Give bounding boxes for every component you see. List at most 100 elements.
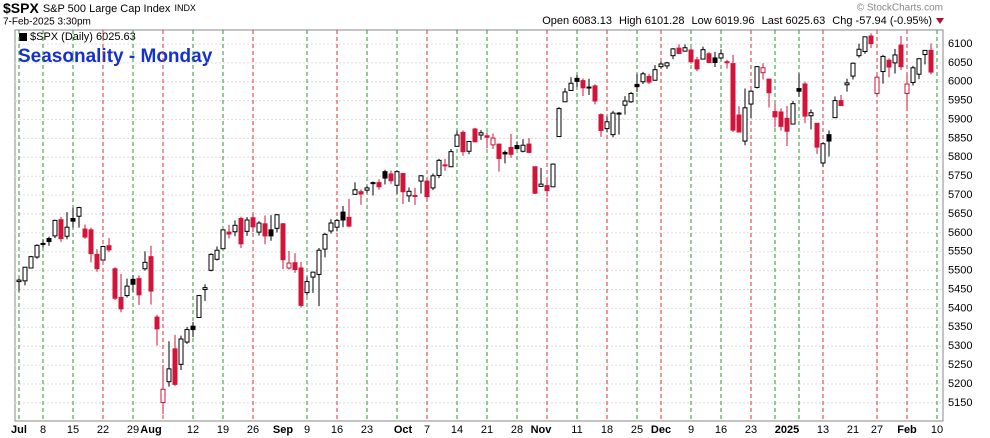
candle-body (88, 229, 94, 255)
candle-body (784, 117, 790, 132)
candle-body (748, 90, 754, 105)
candle-body (874, 76, 880, 94)
candle-body (712, 57, 718, 63)
y-tick-label: 5850 (948, 132, 972, 144)
candle-body (604, 121, 610, 130)
candle-body (658, 63, 664, 68)
candle-body (838, 100, 844, 107)
candle-body (484, 135, 490, 138)
candle-body (112, 268, 118, 299)
x-tick-label: Jul (11, 424, 27, 436)
x-tick-label: 29 (127, 424, 139, 436)
candle-body (760, 67, 766, 74)
y-tick-label: 5250 (948, 359, 972, 371)
candle-body (640, 73, 646, 83)
y-tick-label: 5650 (948, 208, 972, 220)
candle-body (172, 348, 178, 385)
candle-body (466, 140, 472, 152)
x-tick-label: 9 (688, 424, 694, 436)
candle-body (652, 69, 658, 81)
candle-body (916, 58, 922, 75)
candle-body (706, 53, 712, 63)
x-tick-label: 2025 (775, 424, 799, 436)
candle-body (814, 122, 820, 148)
candle-body (442, 164, 448, 167)
x-tick-label: 12 (187, 424, 199, 436)
open: 6083.13 (572, 15, 612, 27)
y-tick-label: 5500 (948, 265, 972, 277)
low: 6019.96 (715, 15, 755, 27)
candle-body (460, 131, 466, 153)
symbol: $SPX (3, 0, 39, 16)
x-tick-label: 23 (361, 424, 373, 436)
candle-body (346, 216, 352, 227)
x-tick-label: Aug (140, 424, 161, 436)
candle-body (856, 48, 862, 57)
x-tick-label: 16 (715, 424, 727, 436)
candle-body (136, 278, 142, 296)
candle-body (118, 296, 124, 310)
candle-body (382, 171, 388, 179)
y-tick-label: 5750 (948, 170, 972, 182)
candle-body (820, 143, 826, 164)
last-label: Last (762, 15, 783, 27)
candle-body (430, 175, 436, 189)
candle-body (424, 180, 430, 198)
y-tick-label: 5450 (948, 283, 972, 295)
candle-body (256, 222, 262, 233)
y-tick-label: 5700 (948, 189, 972, 201)
candle-body (40, 242, 46, 245)
candle-body (772, 111, 778, 118)
x-tick-label: 28 (511, 424, 523, 436)
candle-body (742, 107, 748, 142)
candle-body (586, 86, 592, 89)
chart-title: Seasonality - Monday (18, 46, 213, 67)
candle-body (766, 78, 772, 94)
candle-body (670, 48, 676, 57)
candle-body (76, 207, 82, 217)
candle-body (862, 36, 868, 53)
chg-label: Chg (832, 15, 852, 27)
candle-body (496, 143, 502, 159)
y-tick-label: 5400 (948, 302, 972, 314)
candle-body (868, 35, 874, 45)
candle-body (304, 281, 310, 294)
candle-body (694, 59, 700, 70)
y-tick-label: 6050 (948, 57, 972, 69)
candle-body (508, 146, 514, 155)
candle-body (244, 219, 250, 232)
candle-body (664, 62, 670, 67)
candle-body (184, 329, 190, 343)
candle-body (574, 77, 580, 82)
candle-body (166, 368, 172, 383)
candle-body (250, 217, 256, 228)
candle-body (238, 218, 244, 245)
x-tick-label: Nov (531, 424, 553, 436)
candle-body (910, 67, 916, 84)
candle-body (298, 267, 304, 306)
candle-body (58, 219, 64, 240)
candle-body (580, 80, 586, 89)
candle-body (106, 245, 112, 251)
candle-body (316, 249, 322, 275)
y-tick-label: 5600 (948, 227, 972, 239)
candle-body (202, 287, 208, 291)
candle-body (22, 266, 28, 282)
candle-body (634, 83, 640, 88)
x-tick-label: 26 (247, 424, 259, 436)
candle-body (130, 278, 136, 285)
candle-body (628, 92, 634, 103)
candle-body (124, 285, 130, 297)
candle-body (472, 128, 478, 143)
candle-body (376, 182, 382, 188)
x-tick-label: 21 (481, 424, 493, 436)
candle-body (892, 54, 898, 64)
y-tick-label: 5300 (948, 340, 972, 352)
candle-body (886, 59, 892, 68)
candle-body (190, 325, 196, 331)
candle-body (196, 295, 202, 318)
candle-body (208, 253, 214, 271)
candle-body (406, 190, 412, 197)
candle-body (724, 61, 730, 64)
candle-body (334, 219, 340, 228)
